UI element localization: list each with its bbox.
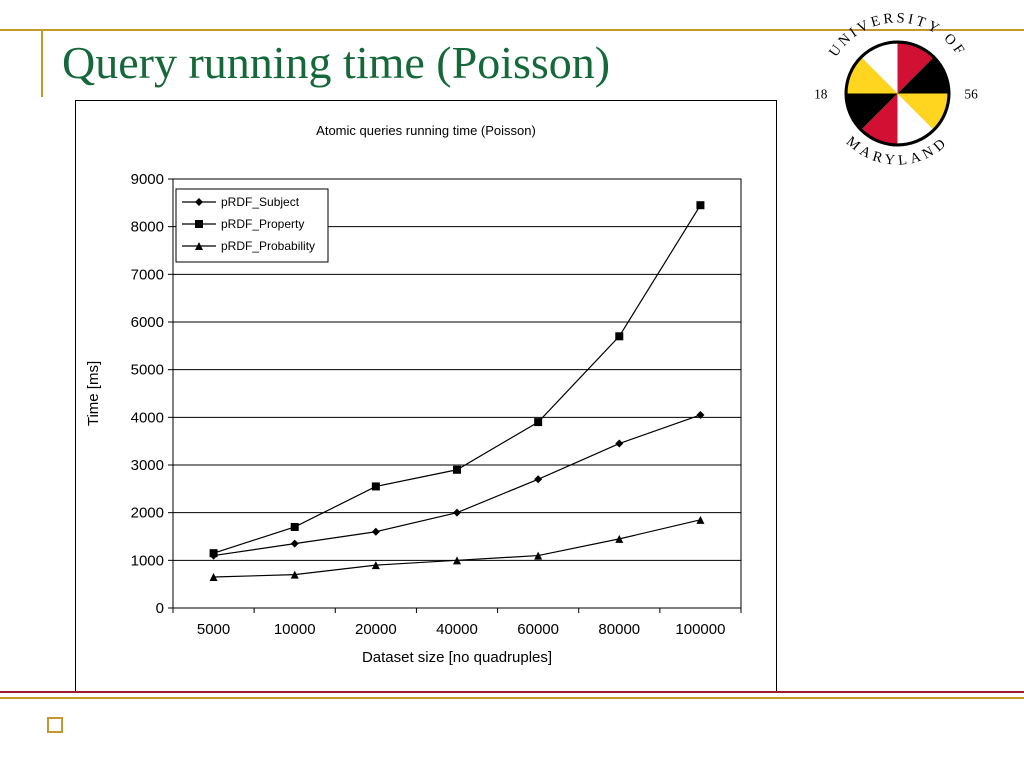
series-pRDF_Property [209, 201, 705, 558]
series-line [213, 414, 701, 557]
square-marker [534, 418, 543, 427]
globe-top-quadrant-white [861, 42, 898, 94]
globe-bottom-quadrant-white [897, 93, 934, 145]
diamond-marker [290, 539, 299, 548]
square-marker [615, 332, 624, 341]
globe-ring [844, 40, 951, 147]
series-pRDF_Subject [209, 410, 705, 560]
triangle-marker [371, 561, 380, 570]
plot-border [172, 178, 742, 609]
legend-label: pRDF_Probability [221, 239, 315, 253]
legend-label: pRDF_Subject [221, 195, 300, 209]
triangle-marker [195, 242, 203, 250]
square-marker [453, 465, 461, 474]
y-tick-label: 6000 [131, 314, 164, 331]
square-marker [371, 482, 380, 491]
square-marker [195, 220, 203, 228]
y-tick-label: 2000 [131, 505, 164, 522]
y-tick-label: 7000 [131, 266, 164, 283]
top-border-line [0, 29, 1024, 31]
chart-title: Atomic queries running time (Poisson) [316, 123, 536, 138]
triangle-marker [534, 551, 543, 560]
x-axis-title: Dataset size [no quadruples] [362, 649, 552, 666]
x-tick-label: 80000 [598, 621, 640, 638]
y-tick-label: 0 [156, 600, 164, 617]
y-tick-label: 5000 [131, 362, 164, 379]
globe-left-quadrant-black [846, 93, 898, 130]
globe-right-quadrant-black [897, 57, 949, 94]
title-accent-line [41, 29, 43, 97]
bottom-left-square-decoration [47, 717, 63, 733]
triangle-marker [615, 534, 624, 543]
triangle-marker [290, 570, 299, 579]
bottom-border-line-gold [0, 697, 1024, 699]
logo-year-right: 56 [964, 87, 978, 102]
chart-panel: Atomic queries running time (Poisson) 0 1… [75, 100, 777, 692]
diamond-marker [195, 198, 203, 206]
y-axis-title: Time [ms] [85, 361, 102, 426]
diamond-marker [534, 475, 543, 484]
bottom-border-line-maroon [0, 691, 1024, 693]
x-tick-label: 20000 [355, 621, 397, 638]
diamond-marker [371, 527, 380, 536]
y-tick-label: 8000 [131, 219, 164, 236]
umd-globe [844, 40, 951, 147]
diamond-marker [453, 508, 461, 517]
triangle-marker [453, 556, 461, 565]
triangle-marker [696, 515, 705, 524]
series-line [213, 519, 701, 578]
x-tick-label: 40000 [436, 621, 478, 638]
x-tick-label: 5000 [197, 621, 230, 638]
square-marker [696, 201, 705, 210]
triangle-marker [209, 573, 218, 582]
series-pRDF_Probability [209, 515, 705, 582]
x-tick-label: 100000 [675, 621, 725, 638]
square-marker [209, 549, 218, 558]
y-tick-label: 3000 [131, 457, 164, 474]
y-tick-label: 1000 [131, 552, 164, 569]
logo-year-left: 18 [814, 87, 828, 102]
page-title: Query running time (Poisson) [62, 37, 611, 88]
legend-label: pRDF_Property [221, 217, 304, 231]
umd-seal-logo: UNIVERSITY OF MARYLAND 18 56 [814, 10, 978, 169]
y-tick-label: 4000 [131, 409, 164, 426]
y-tick-label: 9000 [131, 171, 164, 188]
x-tick-label: 10000 [274, 621, 316, 638]
square-marker [290, 522, 299, 531]
x-tick-label: 60000 [517, 621, 559, 638]
diamond-marker [615, 439, 624, 448]
legend: pRDF_Subject pRDF_Property pRDF_Probabilit… [175, 188, 329, 263]
diamond-marker [696, 410, 705, 419]
chart-canvas: 0 1000 2000 3000 4000 5000 6000 7000 8000 9000 500… [85, 171, 742, 666]
